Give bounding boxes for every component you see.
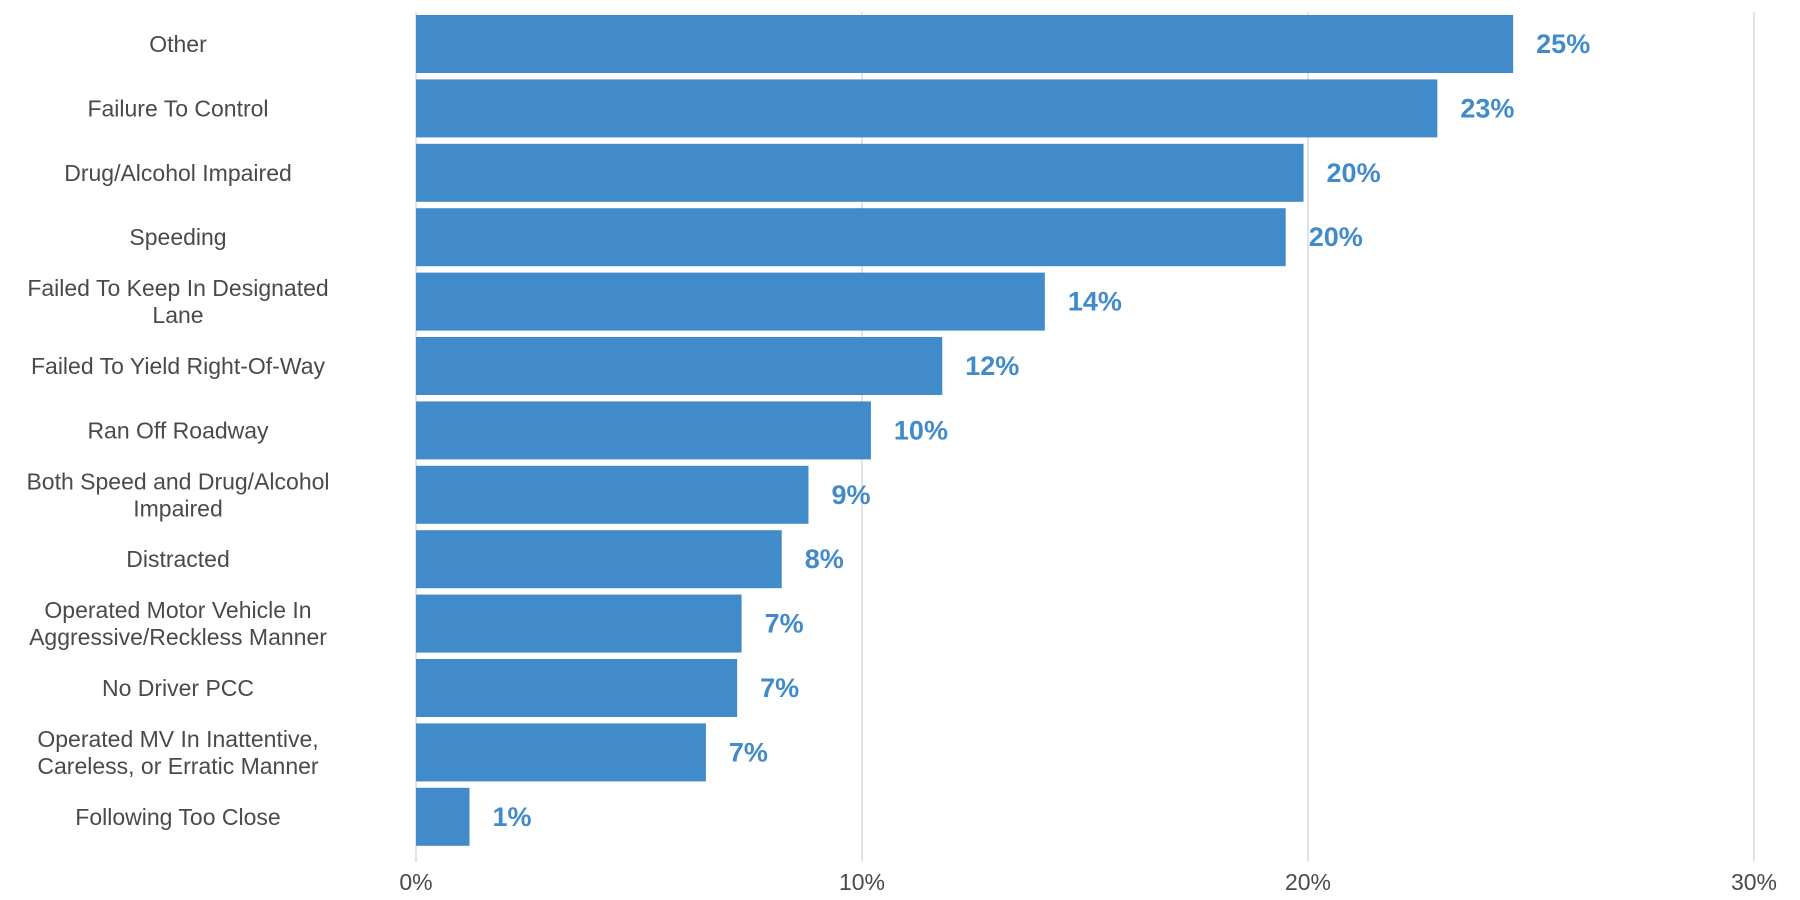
value-label: 7% (729, 737, 768, 767)
x-tick-label: 30% (1731, 869, 1777, 895)
category-label: Ran Off Roadway (87, 417, 269, 443)
category-label-line: Failure To Control (87, 95, 268, 121)
bar (416, 401, 871, 460)
bar (416, 15, 1514, 73)
category-label: Operated Motor Vehicle In Aggressive/Reck… (29, 597, 327, 650)
bar (416, 79, 1438, 138)
category-label-line: Speeding (129, 224, 226, 250)
x-tick-label: 0% (399, 869, 432, 895)
value-label: 23% (1460, 93, 1514, 123)
bar (416, 143, 1304, 202)
value-label: 7% (765, 609, 804, 639)
category-label-line: Distracted (126, 546, 230, 572)
value-label: 25% (1536, 29, 1590, 59)
value-label: 12% (965, 351, 1019, 381)
bar (416, 787, 470, 846)
category-labels: Other Failure To Control Drug/Alcohol Impa… (26, 31, 329, 830)
category-label-line: Operated MV In Inattentive, (37, 726, 318, 752)
category-label: Failure To Control (87, 95, 268, 121)
bar (416, 465, 809, 524)
category-label-line: Careless, or Erratic Manner (37, 753, 319, 779)
category-label-line: Operated Motor Vehicle In (44, 597, 311, 623)
value-label: 7% (760, 673, 799, 703)
category-label-line: Failed To Keep In Designated (27, 275, 328, 301)
bar (416, 337, 943, 395)
category-label-line: Aggressive/Reckless Manner (29, 624, 327, 650)
category-label: Failed To Yield Right-Of-Way (31, 353, 326, 379)
category-label-line: Ran Off Roadway (87, 417, 269, 443)
category-label: Drug/Alcohol Impaired (64, 160, 292, 186)
category-label-line: Drug/Alcohol Impaired (64, 160, 292, 186)
value-label: 1% (493, 802, 532, 832)
value-label: 14% (1068, 287, 1122, 317)
category-label: Speeding (129, 224, 226, 250)
category-label-line: No Driver PCC (102, 675, 254, 701)
value-label: 20% (1327, 158, 1381, 188)
category-label: Distracted (126, 546, 230, 572)
bar (416, 659, 738, 717)
category-label: Following Too Close (75, 804, 280, 830)
x-tick-label: 10% (839, 869, 885, 895)
bar (416, 594, 742, 653)
category-label: Operated MV In Inattentive, Careless, or … (37, 726, 319, 779)
bars (416, 15, 1514, 846)
category-label-line: Other (149, 31, 207, 57)
bar (416, 208, 1286, 267)
category-label-line: Following Too Close (75, 804, 280, 830)
value-labels: 25% 23% 20% 20% 14% 12% 10% 9% 8% 7% 7% 7% 1% (493, 29, 1591, 832)
x-axis-tick-labels: 0% 10% 20% 30% (399, 869, 1777, 895)
category-label: Other (149, 31, 207, 57)
category-label-line: Impaired (133, 495, 222, 521)
x-tick-label: 20% (1285, 869, 1331, 895)
category-label-line: Lane (152, 302, 203, 328)
value-label: 10% (894, 415, 948, 445)
category-label-line: Failed To Yield Right-Of-Way (31, 353, 326, 379)
bar (416, 723, 706, 782)
value-label: 9% (831, 480, 870, 510)
bar (416, 272, 1045, 331)
category-label: Failed To Keep In Designated Lane (27, 275, 328, 328)
value-label: 20% (1309, 222, 1363, 252)
bar (416, 530, 782, 589)
category-label: No Driver PCC (102, 675, 254, 701)
value-label: 8% (805, 544, 844, 574)
category-label-line: Both Speed and Drug/Alcohol (26, 468, 329, 494)
category-label: Both Speed and Drug/Alcohol Impaired (26, 468, 329, 521)
